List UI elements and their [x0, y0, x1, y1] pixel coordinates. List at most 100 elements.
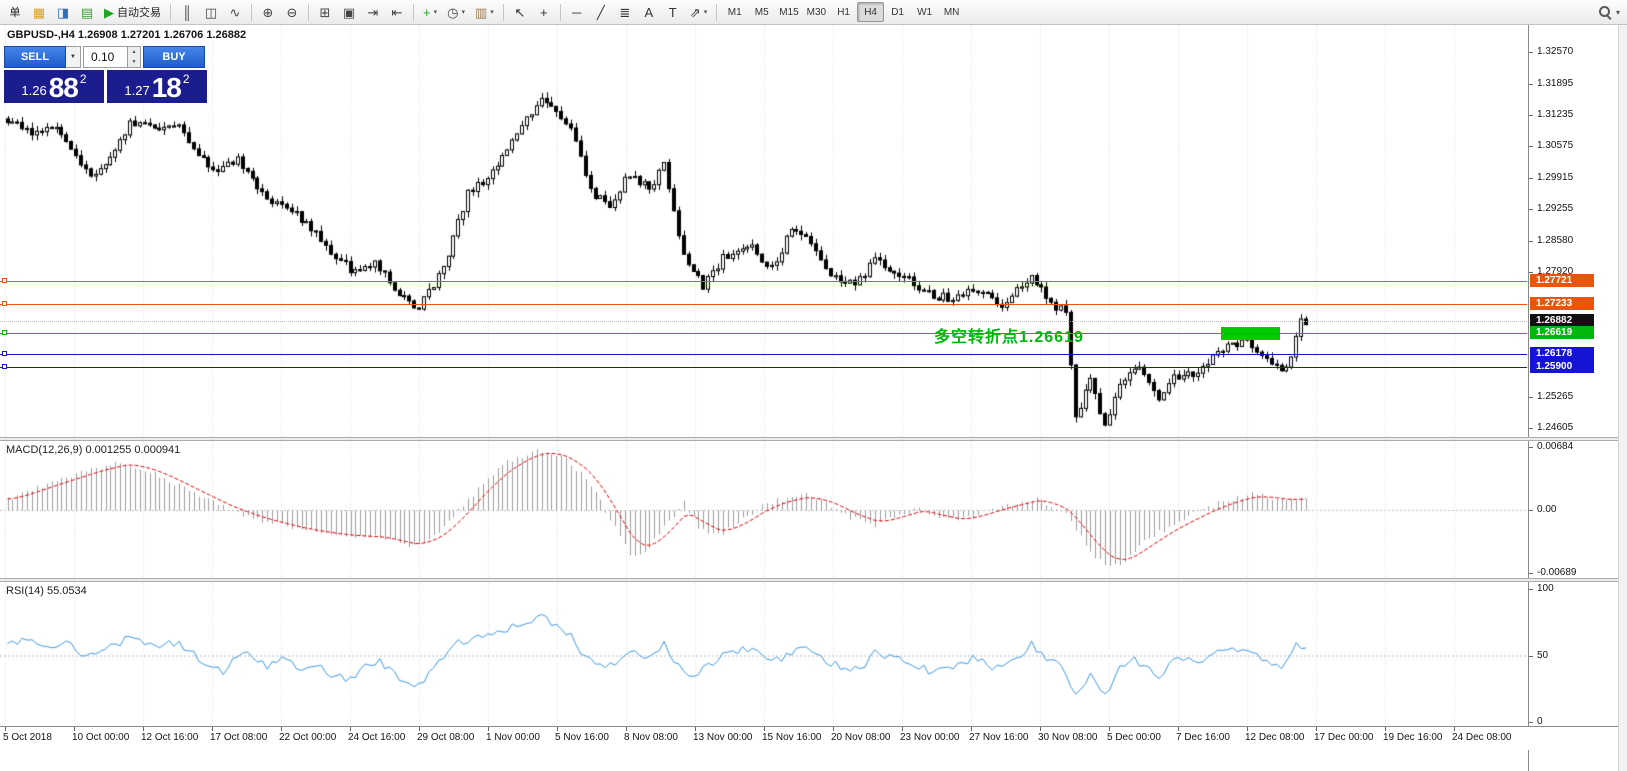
tile-windows-glyph: ⊞: [319, 4, 331, 20]
horizontal-line-tool-button[interactable]: ─: [565, 2, 589, 23]
timeframe-button-m1[interactable]: M1: [727, 6, 742, 18]
autotrading-glyph: ▶: [104, 4, 114, 20]
timeframe-button-m30[interactable]: M30: [806, 6, 827, 18]
timeframe-button-m15[interactable]: M15: [779, 6, 799, 18]
cursor-tool-button[interactable]: ↖: [508, 2, 532, 23]
volume-value[interactable]: 0.10: [91, 50, 115, 64]
toolbar-separator: [308, 3, 309, 21]
time-axis-label: 17 Dec 00:00: [1314, 732, 1374, 743]
trade-options-caret[interactable]: ▼: [66, 46, 81, 68]
rsi-label: RSI(14) 55.0534: [6, 585, 87, 597]
market-watch-button[interactable]: ▤: [75, 2, 99, 23]
text-label-tool-glyph: T: [668, 4, 677, 20]
indicators-glyph: +: [423, 4, 431, 20]
line-chart-type-icon[interactable]: ∿: [223, 2, 247, 23]
time-axis-tick: [5, 727, 6, 731]
axis-tick: [1529, 589, 1533, 590]
timeframe-button-h4[interactable]: H4: [857, 2, 885, 22]
rsi-canvas[interactable]: [0, 582, 1527, 726]
profiles-button[interactable]: ◨: [51, 2, 75, 23]
time-axis-tick: [1109, 727, 1110, 731]
search-icon[interactable]: [1598, 5, 1612, 19]
trendline-tool-button[interactable]: ╱: [589, 2, 613, 23]
chart-shift-button[interactable]: ⇤: [385, 2, 409, 23]
time-axis-label: 12 Oct 16:00: [141, 732, 199, 743]
time-axis[interactable]: 5 Oct 2018 10 Oct 00:00 12 Oct 16:00 17 Oct…: [0, 726, 1627, 750]
panel-separator[interactable]: [0, 437, 1627, 441]
bid-price-line[interactable]: [0, 321, 1527, 322]
buy-button[interactable]: BUY: [143, 46, 205, 68]
cascade-windows-button[interactable]: ▣: [337, 2, 361, 23]
crosshair-tool-button[interactable]: +: [532, 2, 556, 23]
support-line-2-handle[interactable]: [2, 364, 7, 369]
toolbar-right-cluster: ▾: [1598, 5, 1624, 19]
bid-pip-digit: 2: [79, 72, 87, 86]
chart-objects-layer: 多空转折点1.26619: [0, 25, 1527, 437]
vertical-scrollbar-strip[interactable]: [1618, 25, 1627, 771]
support-line-1[interactable]: [0, 354, 1527, 355]
price-axis[interactable]: 1.32570 1.31895 1.31235 1.30575 1.29915 1.292…: [1528, 25, 1618, 771]
timeframe-button-h1[interactable]: H1: [837, 6, 850, 18]
toolbar-options-caret[interactable]: ▾: [1615, 7, 1620, 17]
volume-input[interactable]: 0.10 ▲ ▼: [83, 46, 141, 68]
time-axis-label: 24 Dec 08:00: [1452, 732, 1512, 743]
macd-axis-label: -0.00689: [1537, 567, 1577, 578]
arrows-tool-button[interactable]: ⇗ ▾: [685, 2, 712, 23]
text-tool-button[interactable]: A: [637, 2, 661, 23]
zoom-in-button[interactable]: ⊕: [256, 2, 280, 23]
resistance-line-1[interactable]: [0, 281, 1527, 282]
crosshair-tool-glyph: +: [539, 4, 548, 20]
sell-button[interactable]: SELL: [4, 46, 66, 68]
cascade-windows-glyph: ▣: [342, 4, 356, 20]
text-label-tool-button[interactable]: T: [661, 2, 685, 23]
volume-stepper[interactable]: ▲ ▼: [127, 47, 140, 67]
support-line-2[interactable]: [0, 367, 1527, 368]
pivot-annotation-text[interactable]: 多空转折点1.26619: [934, 329, 1084, 346]
zoom-out-button[interactable]: ⊖: [280, 2, 304, 23]
trendline-tool-glyph: ╱: [596, 4, 605, 20]
price-axis-label: 1.32570: [1537, 46, 1574, 57]
new-order-button[interactable]: 单: [3, 2, 27, 23]
resistance-line-2[interactable]: [0, 304, 1527, 305]
bar-chart-type-icon[interactable]: ║: [175, 2, 199, 23]
bid-price-display: 1.26 88 2: [4, 70, 104, 103]
main-chart-panel: 多空转折点1.26619 GBPUSD-,H4 1.26908 1.27201 …: [0, 25, 1527, 437]
volume-up-icon[interactable]: ▲: [131, 49, 137, 55]
tile-windows-button[interactable]: ⊞: [313, 2, 337, 23]
periods-button[interactable]: ◷ ▾: [442, 2, 470, 23]
panel-separator[interactable]: [0, 578, 1627, 582]
timeframe-button-mn[interactable]: MN: [943, 6, 960, 18]
price-axis-label: 1.31895: [1537, 78, 1574, 89]
price-tag: 1.26882: [1530, 314, 1594, 327]
resistance-line-1-handle[interactable]: [2, 278, 7, 283]
time-axis-label: 7 Dec 16:00: [1176, 732, 1230, 743]
candlestick-chart-type-icon[interactable]: ◫: [199, 2, 223, 23]
toolbar-separator: [251, 3, 252, 21]
timeframe-button-m5[interactable]: M5: [754, 6, 769, 18]
timeframe-button-d1[interactable]: D1: [891, 6, 904, 18]
time-axis-tick: [764, 727, 765, 731]
price-tag: 1.26619: [1530, 326, 1594, 339]
bid-prefix: 1.26: [21, 83, 47, 98]
resistance-line-2-handle[interactable]: [2, 301, 7, 306]
volume-down-icon[interactable]: ▼: [131, 59, 137, 65]
templates-button[interactable]: ▥ ▾: [470, 2, 499, 23]
candlestick-chart-canvas[interactable]: [0, 25, 1527, 437]
rsi-panel: RSI(14) 55.0534: [0, 582, 1527, 726]
new-chart-button[interactable]: ▦: [27, 2, 51, 23]
indicators-button[interactable]: + ▾: [418, 2, 442, 23]
time-axis-tick: [902, 727, 903, 731]
fibonacci-tool-button[interactable]: ≣: [613, 2, 637, 23]
macd-canvas[interactable]: [0, 441, 1527, 578]
pivot-line-handle[interactable]: [2, 330, 7, 335]
time-axis-label: 15 Nov 16:00: [762, 732, 822, 743]
auto-scroll-button[interactable]: ⇥: [361, 2, 385, 23]
ask-price-display: 1.27 18 2: [107, 70, 207, 103]
autotrading-button[interactable]: ▶ 自动交易: [99, 2, 166, 23]
toolbar-separator: [413, 3, 414, 21]
axis-tick: [1529, 656, 1533, 657]
pivot-line[interactable]: [0, 333, 1527, 334]
timeframe-button-w1[interactable]: W1: [917, 6, 933, 18]
axis-tick: [1529, 84, 1533, 85]
support-line-1-handle[interactable]: [2, 351, 7, 356]
